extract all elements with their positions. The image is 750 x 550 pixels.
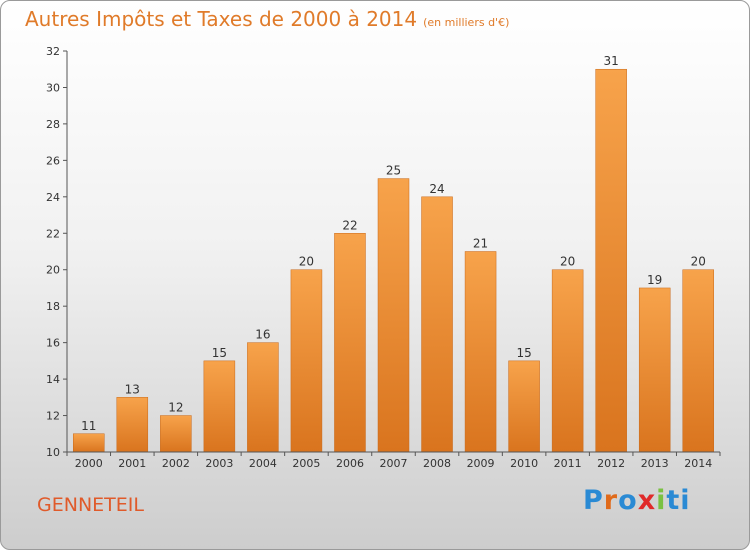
bar-2002 [160,415,192,453]
chart-title: Autres Impôts et Taxes de 2000 à 2014 (en… [25,7,509,31]
bar-2014 [682,269,714,453]
y-tick-label: 26 [46,154,60,167]
y-tick-label: 18 [46,300,60,313]
bar-2013 [638,287,671,453]
data-label-2003: 15 [212,346,227,360]
data-label-2014: 20 [691,255,706,269]
data-label-2000: 11 [81,419,96,433]
x-tick-label-2011: 2011 [554,457,582,470]
data-label-2010: 15 [516,346,531,360]
x-tick-label-2000: 2000 [75,457,103,470]
x-tick-label-2003: 2003 [205,457,233,470]
x-tick-label-2007: 2007 [380,457,408,470]
y-tick-label: 22 [46,227,60,240]
data-label-2001: 13 [125,382,140,396]
y-tick-label: 16 [46,337,60,350]
logo-letter: P [583,485,604,516]
data-label-2005: 20 [299,255,314,269]
x-axis: 2000 2001 2002 2003 2004 2005 2006 2007 2008 2009… [66,451,721,470]
x-tick-label-2001: 2001 [118,457,146,470]
data-label-2012: 31 [604,54,619,68]
x-tick-label-2006: 2006 [336,457,364,470]
x-tick-label-2004: 2004 [249,457,277,470]
bars: 11 13 12 15 16 20 22 25 24 21 15 20 31 19 20 [73,54,714,453]
bar-2008 [421,196,453,453]
bar-2004 [247,342,279,453]
bar-2011 [551,269,584,453]
x-tick-label-2009: 2009 [467,457,495,470]
chart-subtitle: (en milliers d'€) [423,16,510,29]
bar-2005 [290,269,323,453]
y-tick-label: 14 [46,373,60,386]
y-tick-label: 10 [46,446,60,459]
x-tick-label-2002: 2002 [162,457,190,470]
y-axis: 10 12 14 16 18 20 22 24 26 28 30 32 [46,45,68,459]
bar-2012 [595,68,627,453]
bar-2006 [334,233,366,453]
x-tick-label-2013: 2013 [641,457,669,470]
bar-2010 [508,360,540,453]
logo-letter: i [656,485,667,516]
y-tick-label: 32 [46,45,60,58]
x-tick-label-2012: 2012 [597,457,625,470]
logo-letter: r [603,485,619,516]
bar-2001 [116,397,149,453]
y-tick-label: 24 [46,191,60,204]
data-label-2006: 22 [342,218,357,232]
bar-2009 [464,251,497,453]
data-label-2013: 19 [647,273,662,287]
y-tick-label: 28 [46,118,60,131]
x-tick-label-2014: 2014 [684,457,712,470]
bar-2003 [203,360,236,453]
logo-letter: i [680,485,691,516]
logo-letter: o [618,485,638,516]
data-label-2007: 25 [386,164,401,178]
bar-2000 [73,433,105,453]
data-label-2011: 20 [560,255,575,269]
y-tick-label: 20 [46,264,60,277]
proxiti-logo: Proxiti [583,485,691,516]
y-tick-label: 30 [46,81,60,94]
data-label-2008: 24 [429,182,444,196]
y-tick-label: 12 [46,410,60,423]
logo-letter: x [637,485,657,516]
chart-title-text: Autres Impôts et Taxes de 2000 à 2014 [25,7,418,31]
x-tick-label-2010: 2010 [510,457,538,470]
bar-2007 [377,178,410,453]
logo-letter: t [666,485,681,516]
x-tick-label-2008: 2008 [423,457,451,470]
x-tick-label-2005: 2005 [292,457,320,470]
data-label-2009: 21 [473,237,488,251]
data-label-2004: 16 [255,328,270,342]
commune-name: GENNETEIL [37,494,144,516]
data-label-2002: 12 [168,401,183,415]
